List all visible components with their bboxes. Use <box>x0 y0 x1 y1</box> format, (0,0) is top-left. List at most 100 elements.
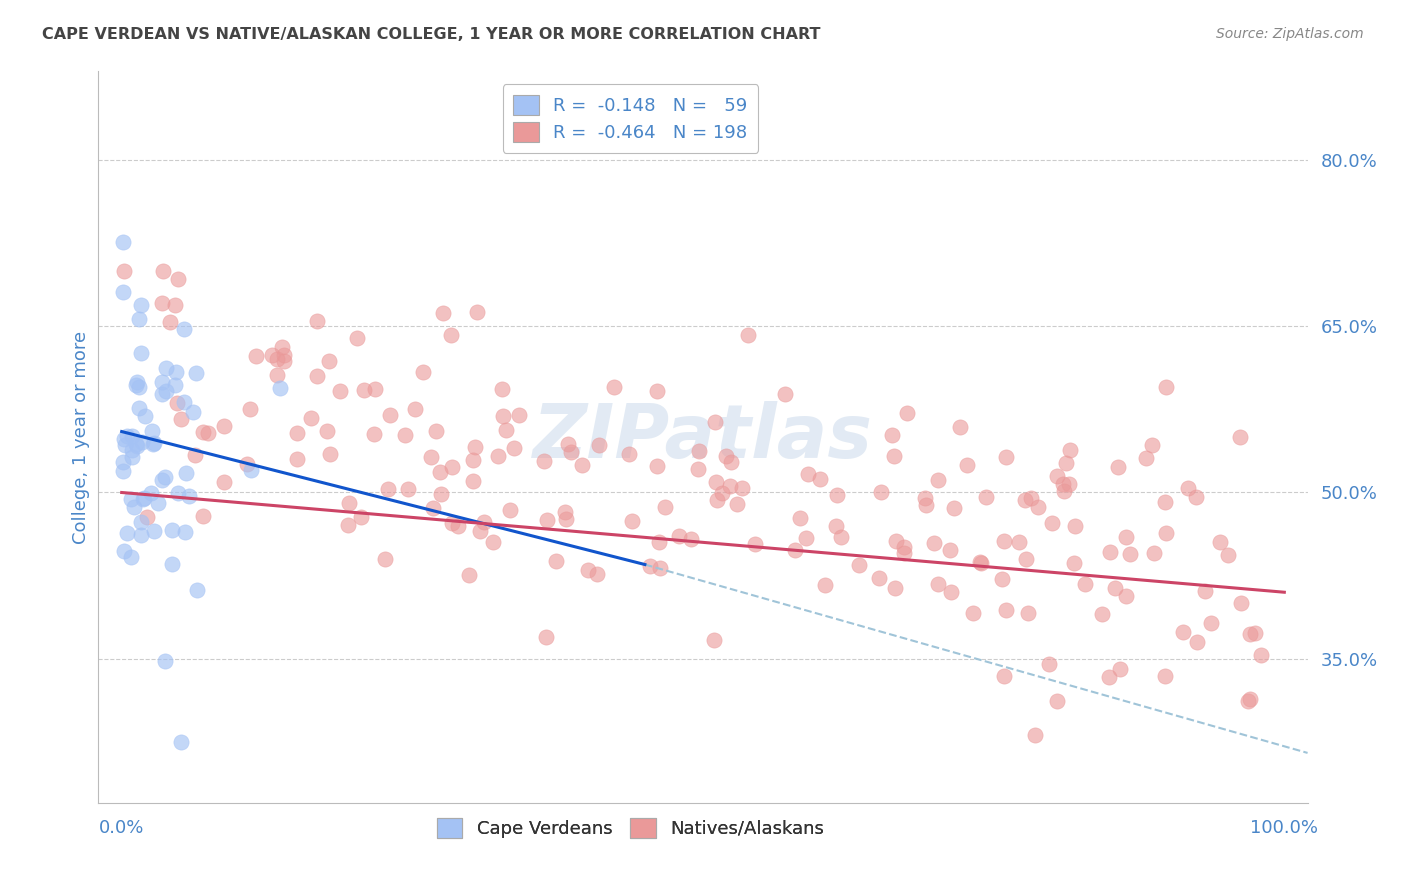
Point <box>239 402 262 417</box>
Point <box>128 401 150 416</box>
Point <box>797 467 820 482</box>
Point <box>744 537 766 551</box>
Point <box>995 602 1018 616</box>
Point <box>266 368 288 383</box>
Point <box>132 492 155 507</box>
Point <box>725 498 748 512</box>
Point <box>1104 582 1126 596</box>
Point <box>638 559 661 574</box>
Point <box>235 458 257 472</box>
Point <box>337 496 360 510</box>
Point <box>915 498 938 512</box>
Text: Source: ZipAtlas.com: Source: ZipAtlas.com <box>1216 27 1364 41</box>
Point <box>191 509 214 524</box>
Point <box>152 264 174 278</box>
Point <box>129 298 152 312</box>
Point <box>111 455 134 469</box>
Point <box>350 510 373 524</box>
Point <box>825 519 848 533</box>
Point <box>153 469 176 483</box>
Point <box>893 546 915 560</box>
Text: CAPE VERDEAN VS NATIVE/ALASKAN COLLEGE, 1 YEAR OR MORE CORRELATION CHART: CAPE VERDEAN VS NATIVE/ALASKAN COLLEGE, … <box>42 27 821 42</box>
Point <box>503 442 526 456</box>
Point <box>447 519 470 533</box>
Point <box>129 528 152 542</box>
Point <box>706 493 728 508</box>
Point <box>262 347 284 361</box>
Point <box>183 405 205 419</box>
Point <box>560 445 582 459</box>
Point <box>603 380 626 394</box>
Point <box>152 296 174 310</box>
Point <box>299 410 322 425</box>
Point <box>688 461 710 475</box>
Point <box>571 458 593 473</box>
Point <box>468 524 491 538</box>
Point <box>165 298 187 312</box>
Point <box>576 563 599 577</box>
Point <box>346 331 368 345</box>
Point <box>146 495 169 509</box>
Point <box>1239 691 1261 706</box>
Point <box>688 444 710 458</box>
Point <box>1040 516 1063 530</box>
Point <box>654 500 676 514</box>
Point <box>668 529 690 543</box>
Point <box>1014 492 1036 507</box>
Legend: Cape Verdeans, Natives/Alaskans: Cape Verdeans, Natives/Alaskans <box>430 811 831 845</box>
Point <box>718 479 741 493</box>
Point <box>329 384 352 398</box>
Point <box>412 365 434 379</box>
Point <box>544 554 567 568</box>
Point <box>125 439 148 453</box>
Point <box>1244 626 1267 640</box>
Point <box>214 475 236 489</box>
Point <box>1109 662 1132 676</box>
Point <box>869 484 891 499</box>
Point <box>554 506 576 520</box>
Point <box>995 450 1018 464</box>
Point <box>1229 430 1251 444</box>
Point <box>942 501 965 516</box>
Point <box>1239 627 1261 641</box>
Point <box>125 377 148 392</box>
Point <box>1028 500 1050 515</box>
Point <box>927 473 949 487</box>
Point <box>159 315 181 329</box>
Point <box>270 340 292 354</box>
Point <box>868 571 890 585</box>
Point <box>128 380 150 394</box>
Point <box>120 549 142 564</box>
Point <box>737 327 759 342</box>
Point <box>533 454 555 468</box>
Point <box>704 475 727 489</box>
Point <box>139 486 162 500</box>
Point <box>160 558 183 572</box>
Point <box>1187 634 1209 648</box>
Point <box>703 632 725 647</box>
Point <box>1052 483 1074 498</box>
Point <box>135 509 157 524</box>
Point <box>273 348 295 362</box>
Point <box>245 349 267 363</box>
Point <box>1135 451 1157 466</box>
Point <box>783 543 806 558</box>
Point <box>112 432 135 446</box>
Point <box>883 449 905 463</box>
Point <box>586 567 609 582</box>
Point <box>1115 589 1137 603</box>
Point <box>495 424 517 438</box>
Point <box>129 515 152 529</box>
Point <box>111 464 134 478</box>
Point <box>1098 670 1121 684</box>
Point <box>377 483 399 497</box>
Point <box>440 328 463 343</box>
Point <box>111 285 134 299</box>
Point <box>173 525 195 540</box>
Point <box>173 322 195 336</box>
Point <box>404 402 426 417</box>
Point <box>711 486 734 500</box>
Point <box>155 384 177 398</box>
Point <box>794 531 817 545</box>
Point <box>645 458 668 473</box>
